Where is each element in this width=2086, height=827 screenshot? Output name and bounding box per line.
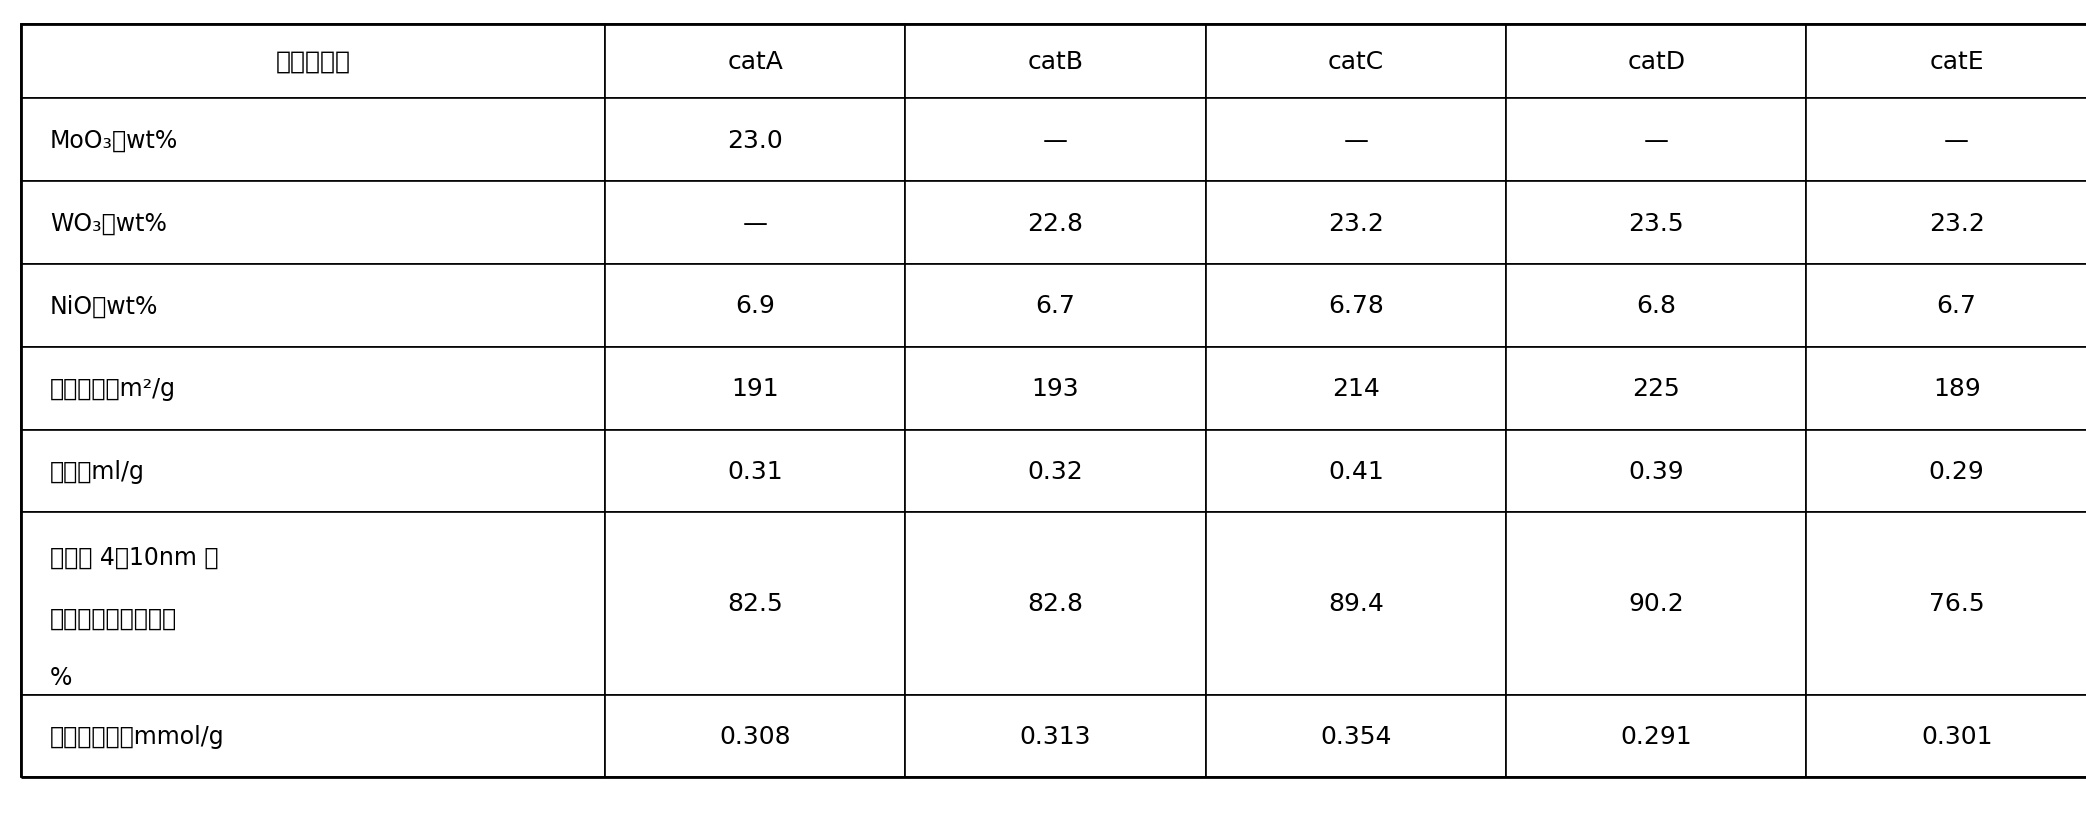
- Bar: [905, 695, 1206, 777]
- Text: 孔直径 4～10nm 所: 孔直径 4～10nm 所: [50, 546, 219, 570]
- Text: 0.308: 0.308: [720, 724, 791, 748]
- Text: 6.9: 6.9: [734, 294, 776, 318]
- Text: 225: 225: [1633, 377, 1679, 400]
- Bar: [905, 347, 1206, 430]
- Text: 191: 191: [732, 377, 778, 400]
- Bar: [1506, 265, 1806, 347]
- Bar: [605, 25, 905, 99]
- Text: 82.8: 82.8: [1028, 592, 1083, 615]
- Text: 6.78: 6.78: [1329, 294, 1383, 318]
- Text: NiO，wt%: NiO，wt%: [50, 294, 159, 318]
- Bar: [605, 99, 905, 182]
- Text: WO₃，wt%: WO₃，wt%: [50, 212, 167, 235]
- Text: 6.8: 6.8: [1635, 294, 1677, 318]
- Text: 22.8: 22.8: [1028, 212, 1083, 235]
- Bar: [1506, 99, 1806, 182]
- Bar: [1206, 513, 1506, 695]
- Bar: [905, 430, 1206, 513]
- Text: —: —: [743, 212, 768, 235]
- Bar: [1506, 430, 1806, 513]
- Bar: [21, 347, 605, 430]
- Bar: [21, 513, 605, 695]
- Text: —: —: [1944, 129, 1969, 152]
- Bar: [1806, 695, 2086, 777]
- Text: 189: 189: [1934, 377, 1980, 400]
- Text: 0.31: 0.31: [728, 460, 782, 483]
- Text: catB: catB: [1028, 50, 1083, 74]
- Bar: [605, 513, 905, 695]
- Bar: [1506, 25, 1806, 99]
- Text: 82.5: 82.5: [728, 592, 782, 615]
- Text: 0.32: 0.32: [1028, 460, 1083, 483]
- Bar: [1206, 430, 1506, 513]
- Bar: [1806, 430, 2086, 513]
- Text: 占的孔容占总孔容，: 占的孔容占总孔容，: [50, 605, 177, 629]
- Text: 0.301: 0.301: [1921, 724, 1992, 748]
- Text: —: —: [1644, 129, 1669, 152]
- Text: 0.291: 0.291: [1621, 724, 1692, 748]
- Text: 23.0: 23.0: [728, 129, 782, 152]
- Bar: [1506, 182, 1806, 265]
- Bar: [1206, 347, 1506, 430]
- Bar: [1506, 695, 1806, 777]
- Bar: [21, 695, 605, 777]
- Text: 6.7: 6.7: [1035, 294, 1076, 318]
- Bar: [905, 265, 1206, 347]
- Text: 90.2: 90.2: [1629, 592, 1683, 615]
- Bar: [905, 25, 1206, 99]
- Text: 89.4: 89.4: [1329, 592, 1383, 615]
- Bar: [21, 265, 605, 347]
- Bar: [21, 25, 605, 99]
- Bar: [605, 347, 905, 430]
- Text: 0.39: 0.39: [1629, 460, 1683, 483]
- Text: 23.2: 23.2: [1329, 212, 1383, 235]
- Text: 0.29: 0.29: [1930, 460, 1984, 483]
- Text: —: —: [1343, 129, 1368, 152]
- Text: 孔容，ml/g: 孔容，ml/g: [50, 460, 144, 483]
- Bar: [905, 99, 1206, 182]
- Bar: [1206, 25, 1506, 99]
- Text: 催化剂编号: 催化剂编号: [275, 50, 350, 74]
- Bar: [1806, 265, 2086, 347]
- Bar: [21, 430, 605, 513]
- Text: catD: catD: [1627, 50, 1685, 74]
- Text: 6.7: 6.7: [1936, 294, 1978, 318]
- Bar: [1806, 182, 2086, 265]
- Bar: [605, 695, 905, 777]
- Text: catC: catC: [1329, 50, 1383, 74]
- Text: 193: 193: [1033, 377, 1078, 400]
- Bar: [1806, 25, 2086, 99]
- Text: catE: catE: [1930, 50, 1984, 74]
- Text: catA: catA: [728, 50, 782, 74]
- Bar: [1506, 513, 1806, 695]
- Text: 0.354: 0.354: [1320, 724, 1391, 748]
- Text: 23.5: 23.5: [1629, 212, 1683, 235]
- Text: 76.5: 76.5: [1930, 592, 1984, 615]
- Bar: [905, 182, 1206, 265]
- Bar: [605, 182, 905, 265]
- Text: 比表面积，m²/g: 比表面积，m²/g: [50, 377, 175, 400]
- Bar: [1206, 695, 1506, 777]
- Bar: [1806, 513, 2086, 695]
- Text: MoO₃，wt%: MoO₃，wt%: [50, 129, 177, 152]
- Text: 0.41: 0.41: [1329, 460, 1383, 483]
- Text: —: —: [1043, 129, 1068, 152]
- Bar: [605, 430, 905, 513]
- Bar: [1806, 347, 2086, 430]
- Bar: [605, 265, 905, 347]
- Bar: [21, 182, 605, 265]
- Text: 红外总酸度，mmol/g: 红外总酸度，mmol/g: [50, 724, 225, 748]
- Bar: [1206, 99, 1506, 182]
- Text: 23.2: 23.2: [1930, 212, 1984, 235]
- Text: 0.313: 0.313: [1020, 724, 1091, 748]
- Bar: [1806, 99, 2086, 182]
- Bar: [1206, 182, 1506, 265]
- Bar: [21, 99, 605, 182]
- Bar: [1506, 347, 1806, 430]
- Bar: [905, 513, 1206, 695]
- Bar: [1206, 265, 1506, 347]
- Text: %: %: [50, 666, 73, 690]
- Text: 214: 214: [1333, 377, 1379, 400]
